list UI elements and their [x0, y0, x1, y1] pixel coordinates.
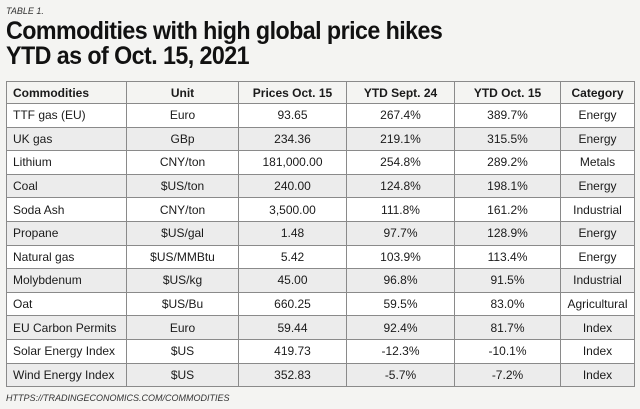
- ytd-sept24-cell: -12.3%: [346, 338, 455, 364]
- commodity-cell: Oat: [6, 291, 127, 317]
- unit-cell: CNY/ton: [126, 150, 239, 175]
- ytd-oct15-cell: 161.2%: [454, 197, 561, 222]
- unit-cell: $US/gal: [126, 220, 239, 246]
- price-cell: 660.25: [238, 291, 347, 317]
- page-title: Commodities with high global price hikes…: [6, 17, 443, 70]
- unit-cell: $US/ton: [126, 173, 239, 199]
- ytd-oct15-cell: 81.7%: [454, 315, 561, 340]
- commodity-cell: Wind Energy Index: [6, 362, 127, 388]
- ytd-sept24-cell: 96.8%: [346, 268, 455, 293]
- category-cell: Index: [560, 315, 635, 340]
- ytd-oct15-cell: 198.1%: [454, 173, 561, 199]
- header-ytd-sept24: YTD Sept. 24: [346, 81, 455, 104]
- ytd-oct15-cell: 113.4%: [454, 244, 561, 270]
- table-row: Natural gas $US/MMBtu 5.42 103.9% 113.4% Ener…: [6, 244, 635, 270]
- title-line-2: YTD as of Oct. 15, 2021: [6, 42, 250, 70]
- ytd-sept24-cell: 92.4%: [346, 315, 455, 340]
- unit-cell: $US/kg: [126, 268, 239, 293]
- ytd-oct15-cell: 83.0%: [454, 291, 561, 317]
- ytd-oct15-cell: -10.1%: [454, 338, 561, 364]
- commodity-cell: Solar Energy Index: [6, 338, 127, 364]
- commodity-cell: Molybdenum: [6, 268, 127, 293]
- table-row: Coal $US/ton 240.00 124.8% 198.1% Energy: [6, 173, 635, 199]
- commodity-cell: Natural gas: [6, 244, 127, 270]
- price-cell: 59.44: [238, 315, 347, 340]
- commodity-cell: EU Carbon Permits: [6, 315, 127, 340]
- header-category: Category: [560, 81, 635, 104]
- commodity-cell: Propane: [6, 220, 127, 246]
- commodity-cell: Coal: [6, 173, 127, 199]
- category-cell: Industrial: [560, 268, 635, 293]
- table-row: Oat $US/Bu 660.25 59.5% 83.0% Agricultural: [6, 291, 635, 317]
- table-row: Soda Ash CNY/ton 3,500.00 111.8% 161.2% Indus…: [6, 197, 635, 222]
- price-cell: 352.83: [238, 362, 347, 388]
- ytd-oct15-cell: 128.9%: [454, 220, 561, 246]
- table-row: Solar Energy Index $US 419.73 -12.3% -10.1% I…: [6, 338, 635, 364]
- table-row: Molybdenum $US/kg 45.00 96.8% 91.5% Industria…: [6, 268, 635, 293]
- table-row: Wind Energy Index $US 352.83 -5.7% -7.2% Inde…: [6, 362, 635, 388]
- unit-cell: $US: [126, 338, 239, 364]
- table-row: Propane $US/gal 1.48 97.7% 128.9% Energy: [6, 220, 635, 246]
- category-cell: Agricultural: [560, 291, 635, 317]
- header-ytd-oct15: YTD Oct. 15: [454, 81, 561, 104]
- ytd-oct15-cell: 91.5%: [454, 268, 561, 293]
- table-label: TABLE 1.: [6, 6, 44, 16]
- header-commodities: Commodities: [6, 81, 127, 104]
- price-cell: 181,000.00: [238, 150, 347, 175]
- ytd-sept24-cell: 97.7%: [346, 220, 455, 246]
- category-cell: Energy: [560, 220, 635, 246]
- category-cell: Index: [560, 362, 635, 388]
- price-cell: 93.65: [238, 103, 347, 128]
- ytd-sept24-cell: 254.8%: [346, 150, 455, 175]
- price-cell: 3,500.00: [238, 197, 347, 222]
- table-row: Lithium CNY/ton 181,000.00 254.8% 289.2% Meta…: [6, 150, 635, 175]
- ytd-oct15-cell: 389.7%: [454, 103, 561, 128]
- ytd-oct15-cell: -7.2%: [454, 362, 561, 388]
- category-cell: Energy: [560, 103, 635, 128]
- category-cell: Energy: [560, 244, 635, 270]
- table-row: TTF gas (EU) Euro 93.65 267.4% 389.7% Energy: [6, 103, 635, 128]
- header-row: Commodities Unit Prices Oct. 15 YTD Sept…: [6, 81, 635, 104]
- commodity-cell: UK gas: [6, 126, 127, 152]
- title-line-1: Commodities with high global price hikes: [6, 17, 443, 45]
- unit-cell: Euro: [126, 103, 239, 128]
- table-row: UK gas GBp 234.36 219.1% 315.5% Energy: [6, 126, 635, 152]
- ytd-sept24-cell: 103.9%: [346, 244, 455, 270]
- ytd-oct15-cell: 315.5%: [454, 126, 561, 152]
- source-note: HTTPS://TRADINGECONOMICS.COM/COMMODITIES: [6, 393, 230, 403]
- category-cell: Industrial: [560, 197, 635, 222]
- unit-cell: $US/Bu: [126, 291, 239, 317]
- price-cell: 240.00: [238, 173, 347, 199]
- ytd-sept24-cell: 111.8%: [346, 197, 455, 222]
- unit-cell: $US/MMBtu: [126, 244, 239, 270]
- price-cell: 234.36: [238, 126, 347, 152]
- ytd-sept24-cell: 59.5%: [346, 291, 455, 317]
- commodity-cell: TTF gas (EU): [6, 103, 127, 128]
- commodities-table: Commodities Unit Prices Oct. 15 YTD Sept…: [6, 81, 635, 388]
- ytd-sept24-cell: 219.1%: [346, 126, 455, 152]
- category-cell: Index: [560, 338, 635, 364]
- table-row: EU Carbon Permits Euro 59.44 92.4% 81.7% Inde…: [6, 315, 635, 340]
- price-cell: 5.42: [238, 244, 347, 270]
- header-prices-oct15: Prices Oct. 15: [238, 81, 347, 104]
- ytd-sept24-cell: 124.8%: [346, 173, 455, 199]
- unit-cell: $US: [126, 362, 239, 388]
- ytd-sept24-cell: -5.7%: [346, 362, 455, 388]
- commodity-cell: Soda Ash: [6, 197, 127, 222]
- category-cell: Metals: [560, 150, 635, 175]
- ytd-sept24-cell: 267.4%: [346, 103, 455, 128]
- commodity-cell: Lithium: [6, 150, 127, 175]
- category-cell: Energy: [560, 173, 635, 199]
- unit-cell: CNY/ton: [126, 197, 239, 222]
- unit-cell: Euro: [126, 315, 239, 340]
- price-cell: 45.00: [238, 268, 347, 293]
- header-unit: Unit: [126, 81, 239, 104]
- ytd-oct15-cell: 289.2%: [454, 150, 561, 175]
- price-cell: 1.48: [238, 220, 347, 246]
- price-cell: 419.73: [238, 338, 347, 364]
- category-cell: Energy: [560, 126, 635, 152]
- unit-cell: GBp: [126, 126, 239, 152]
